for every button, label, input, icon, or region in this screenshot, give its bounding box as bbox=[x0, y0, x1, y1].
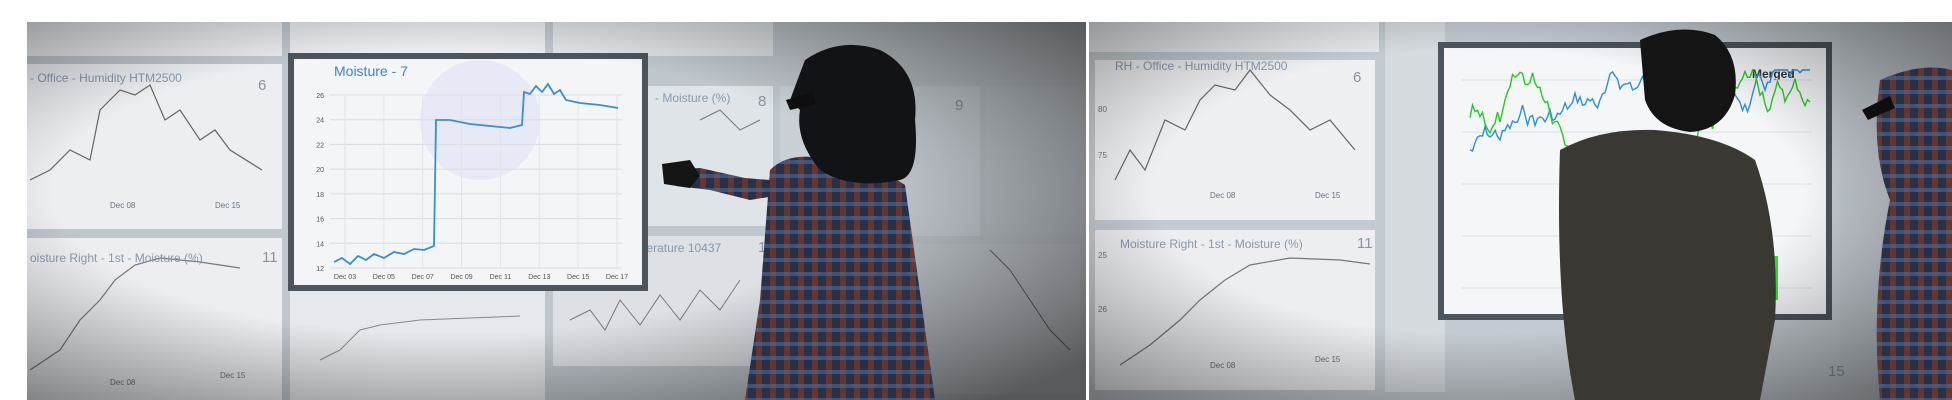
torso bbox=[745, 156, 935, 400]
cap-brim bbox=[786, 92, 816, 110]
right-photo: RH - Office - Humidity HTM2500 6 Moistur… bbox=[1089, 22, 1952, 400]
vignette bbox=[1089, 22, 1952, 400]
hand bbox=[662, 160, 700, 188]
vignette bbox=[27, 22, 1086, 400]
person-head bbox=[1640, 29, 1736, 133]
head bbox=[790, 44, 916, 184]
person-edge bbox=[1876, 67, 1952, 400]
cap-brim bbox=[1862, 96, 1895, 120]
left-photo: - Office - Humidity HTM2500 6 oisture Ri… bbox=[27, 22, 1086, 400]
person-torso bbox=[1559, 129, 1776, 400]
